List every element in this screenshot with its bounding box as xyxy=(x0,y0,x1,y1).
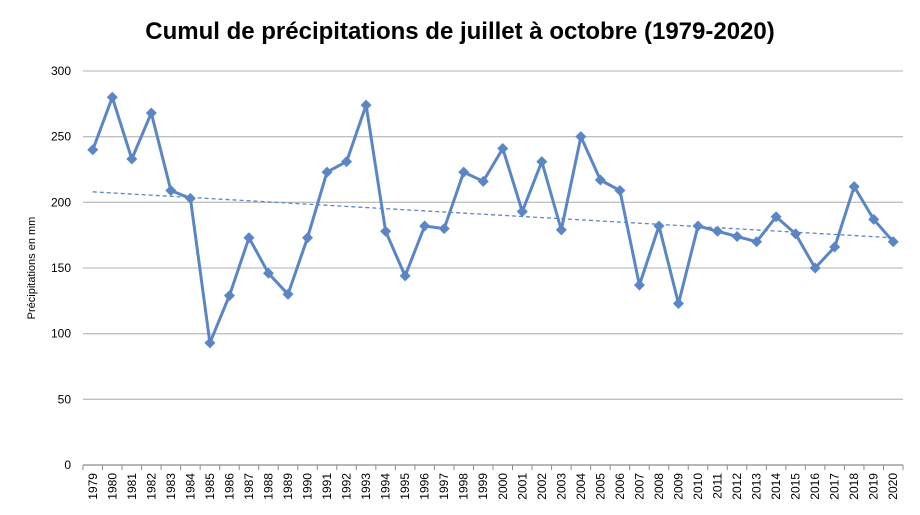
x-tick-label: 1981 xyxy=(125,473,139,500)
data-point xyxy=(243,232,255,244)
data-point xyxy=(653,220,665,232)
trendline xyxy=(92,191,894,239)
x-tick-label: 2013 xyxy=(750,473,764,500)
x-tick-label: 1993 xyxy=(359,473,373,500)
x-tick-label: 1980 xyxy=(105,473,119,500)
x-tick-label: 1996 xyxy=(418,473,432,500)
data-point xyxy=(106,91,118,103)
data-point xyxy=(868,213,880,225)
x-tick-label: 1982 xyxy=(144,473,158,500)
data-point xyxy=(790,228,802,240)
data-point xyxy=(575,131,587,143)
data-point xyxy=(380,225,392,237)
x-tick-label: 2016 xyxy=(808,473,822,500)
y-tick-label: 250 xyxy=(51,130,71,144)
x-tick-label: 1992 xyxy=(340,473,354,500)
x-tick-label: 2010 xyxy=(691,473,705,500)
data-point xyxy=(87,144,99,156)
data-point xyxy=(633,279,645,291)
data-point xyxy=(770,211,782,223)
data-point xyxy=(165,185,177,197)
x-tick-label: 1989 xyxy=(281,473,295,500)
data-point xyxy=(204,337,216,349)
y-axis-title: Précipitations en mm xyxy=(26,217,38,320)
x-tick-label: 1991 xyxy=(320,473,334,500)
x-tick-label: 2004 xyxy=(574,473,588,500)
data-point xyxy=(321,166,333,178)
x-tick-label: 2008 xyxy=(652,473,666,500)
series-line xyxy=(91,95,895,345)
data-point xyxy=(672,297,684,309)
x-tick-label: 2015 xyxy=(789,473,803,500)
x-tick-label: 2018 xyxy=(847,473,861,500)
data-point xyxy=(302,232,314,244)
data-point xyxy=(614,185,626,197)
data-point xyxy=(126,153,138,165)
data-point xyxy=(536,156,548,168)
data-point xyxy=(438,223,450,235)
x-tick-label: 2000 xyxy=(496,473,510,500)
x-tick-label: 2003 xyxy=(554,473,568,500)
y-tick-label: 300 xyxy=(51,64,71,78)
x-tick-label: 2019 xyxy=(867,473,881,500)
data-point xyxy=(829,241,841,253)
data-point xyxy=(262,267,274,279)
x-tick-label: 1986 xyxy=(222,473,236,500)
data-point xyxy=(360,99,372,111)
y-tick-label: 50 xyxy=(58,392,72,406)
x-tick-label: 1983 xyxy=(164,473,178,500)
x-tick-label: 1990 xyxy=(301,473,315,500)
data-point xyxy=(887,236,899,248)
data-point xyxy=(184,192,196,204)
x-tick-label: 2007 xyxy=(632,473,646,500)
data-point xyxy=(341,156,353,168)
x-tick-label: 1994 xyxy=(379,473,393,500)
data-point xyxy=(458,166,470,178)
x-tick-label: 2009 xyxy=(671,473,685,500)
x-tick-label: 1987 xyxy=(242,473,256,500)
data-point xyxy=(419,220,431,232)
y-tick-label: 150 xyxy=(51,261,71,275)
x-tick-label: 1988 xyxy=(261,473,275,500)
x-tick-label: 1997 xyxy=(437,473,451,500)
x-tick-label: 2012 xyxy=(730,473,744,500)
y-tick-label: 200 xyxy=(51,195,71,209)
x-tick-label: 2005 xyxy=(593,473,607,500)
x-tick-label: 2020 xyxy=(886,473,900,500)
data-point xyxy=(477,175,489,187)
x-tick-label: 1979 xyxy=(86,473,100,500)
x-tick-label: 2006 xyxy=(613,473,627,500)
data-point xyxy=(223,290,235,302)
y-tick-label: 100 xyxy=(51,327,71,341)
x-tick-label: 2017 xyxy=(828,473,842,500)
x-tick-label: 2002 xyxy=(535,473,549,500)
x-tick-label: 1995 xyxy=(398,473,412,500)
chart-title: Cumul de précipitations de juillet à oct… xyxy=(145,18,775,45)
data-point xyxy=(399,270,411,282)
data-point xyxy=(692,220,704,232)
data-point xyxy=(848,181,860,193)
y-tick-label: 0 xyxy=(64,458,71,472)
x-tick-label: 2001 xyxy=(515,473,529,500)
data-point xyxy=(516,206,528,218)
x-tick-label: 1984 xyxy=(183,473,197,500)
data-point xyxy=(809,262,821,274)
data-point xyxy=(731,230,743,242)
x-tick-label: 1985 xyxy=(203,473,217,500)
x-tick-label: 2014 xyxy=(769,473,783,500)
x-tick-label: 1999 xyxy=(476,473,490,500)
data-point xyxy=(145,107,157,119)
data-point xyxy=(751,236,763,248)
x-tick-label: 2011 xyxy=(711,473,725,499)
x-tick-label: 1998 xyxy=(457,473,471,500)
data-point xyxy=(712,225,724,237)
data-point xyxy=(282,288,294,300)
data-point xyxy=(497,142,509,154)
data-point xyxy=(555,224,567,236)
data-point xyxy=(594,174,606,186)
